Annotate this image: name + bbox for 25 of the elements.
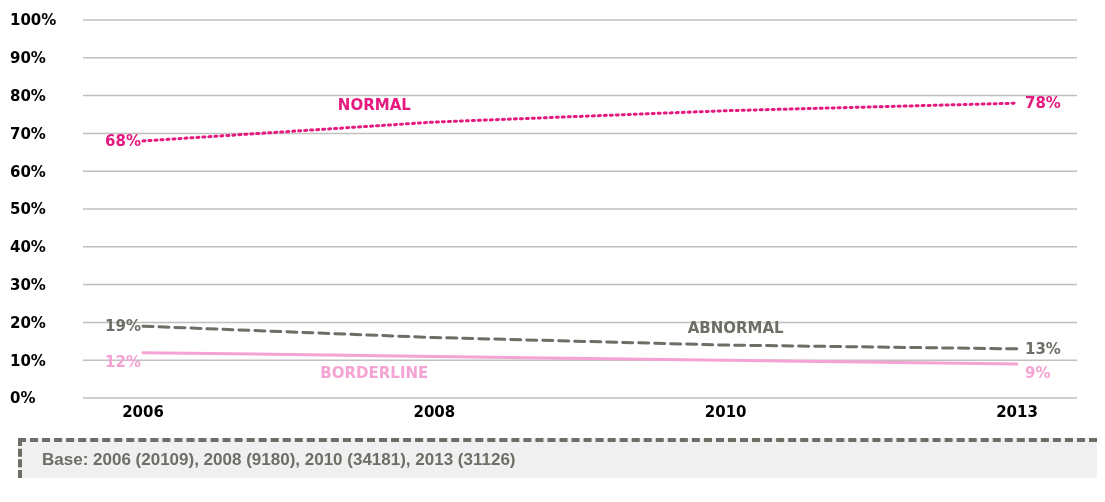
data-label: 9%: [1025, 363, 1051, 382]
y-tick-label: 10%: [10, 351, 46, 370]
series-label: ABNORMAL: [687, 319, 785, 338]
data-label: 19%: [105, 317, 141, 336]
y-tick-label: 100%: [10, 11, 57, 30]
y-tick-label: 40%: [10, 238, 46, 257]
text: Base: 2006 (20109), 2008 (9180), 2010 (34181), 2013 (31126): [42, 450, 517, 470]
y-tick-label: 60%: [10, 162, 46, 181]
y-tick-label: 70%: [10, 124, 46, 143]
series-label: NORMAL: [337, 96, 412, 115]
y-tick-label: 80%: [10, 86, 46, 105]
x-tick-label: 2008: [413, 402, 456, 421]
y-tick-label: 90%: [10, 49, 46, 68]
x-tick-label: 2010: [704, 402, 747, 421]
x-tick-label: 2006: [122, 402, 164, 421]
line-series: [141, 351, 1019, 366]
x-tick-label: 2013: [996, 402, 1038, 421]
data-label: 68%: [105, 131, 141, 150]
y-tick-label: 50%: [10, 200, 46, 219]
y-tick-label: 20%: [10, 313, 46, 332]
y-tick-label: 0%: [10, 389, 36, 408]
data-label: 78%: [1025, 94, 1061, 113]
data-label: 13%: [1025, 339, 1061, 358]
series-label: BORDERLINE: [320, 364, 429, 383]
y-tick-label: 30%: [10, 275, 46, 294]
